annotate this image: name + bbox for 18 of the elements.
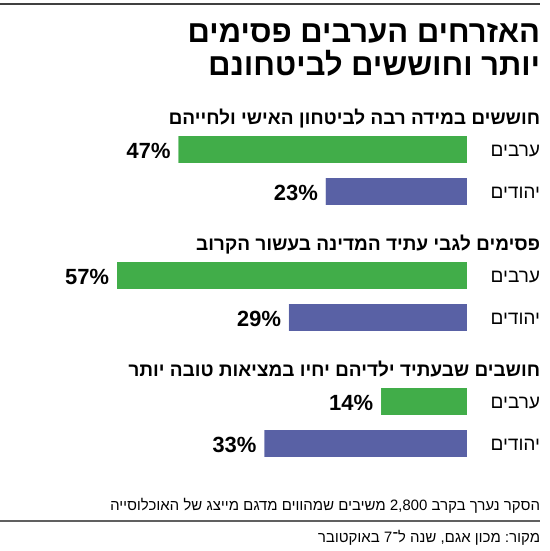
data-label: 14% bbox=[328, 390, 374, 415]
chart-title: חושבים שבעתיד ילדיהם יחיו במציאות טובה יותר bbox=[128, 360, 540, 381]
y-tick-label: ערבים bbox=[490, 266, 540, 287]
data-label: 23% bbox=[274, 180, 318, 205]
chart-title: חוששים במידה רבה לביטחון האישי ולחייהם bbox=[168, 108, 540, 129]
y-tick-label: ערבים bbox=[490, 392, 540, 413]
data-label: 29% bbox=[236, 306, 281, 331]
y-tick-label: ערבים bbox=[490, 140, 540, 161]
y-tick-label: יהודים bbox=[490, 434, 540, 455]
y-tick-label: יהודים bbox=[490, 308, 540, 329]
text: מקור: מכון אגם, שנה ל־7 באוקטובר bbox=[318, 529, 540, 546]
text: הסקר נערך בקרב 2,800 משיבים שמהווים מדגם מייצג של האוכלוסייה bbox=[110, 497, 540, 514]
y-tick-label: יהודים bbox=[490, 182, 540, 203]
chart-title: פסימים לגבי עתיד המדינה בעשור הקרוב bbox=[196, 234, 540, 255]
data-label: 33% bbox=[212, 432, 256, 457]
text: האזרחים הערבים פסימים יותר וחוששים לביטחונם bbox=[188, 14, 540, 82]
data-label: 47% bbox=[126, 138, 170, 163]
data-label: 57% bbox=[64, 264, 109, 289]
